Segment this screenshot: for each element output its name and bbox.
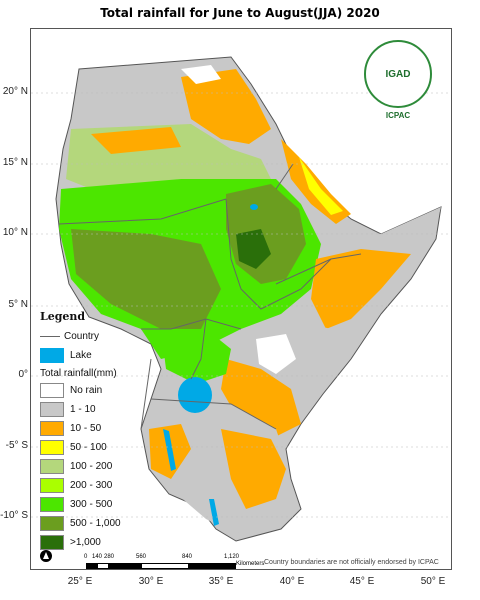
x-label-50e: 50° E bbox=[420, 576, 446, 587]
scale-tick-label: 560 bbox=[136, 554, 147, 560]
legend-item: 1 - 10 bbox=[40, 400, 160, 419]
legend-swatch bbox=[40, 421, 64, 436]
region-dark-green bbox=[71, 229, 221, 329]
legend-item-label: 100 - 200 bbox=[70, 461, 113, 472]
y-label-20n: 20° N bbox=[2, 86, 28, 97]
map-title: Total rainfall for June to August(JJA) 2… bbox=[100, 6, 380, 20]
legend-item: >1,000 bbox=[40, 533, 160, 552]
legend-swatch bbox=[40, 402, 64, 417]
y-label-15n: 15° N bbox=[2, 157, 28, 168]
lake-malawi bbox=[209, 499, 219, 526]
x-label-35e: 35° E bbox=[208, 576, 234, 587]
scale-seg bbox=[141, 563, 189, 569]
lake-tana bbox=[250, 204, 258, 210]
legend-item-label: 200 - 300 bbox=[70, 480, 113, 491]
legend-item-label: 1 - 10 bbox=[70, 404, 96, 415]
rainfall-map bbox=[31, 56, 451, 542]
legend-item-label: >1,000 bbox=[70, 537, 101, 548]
region-uganda-green bbox=[161, 329, 231, 384]
legend-swatch bbox=[40, 497, 64, 512]
legend-item-label: No rain bbox=[70, 385, 103, 396]
legend-item: 10 - 50 bbox=[40, 419, 160, 438]
x-label-30e: 30° E bbox=[138, 576, 164, 587]
legend-item: No rain bbox=[40, 381, 160, 400]
legend-country-label: Country bbox=[64, 331, 100, 342]
logo-caption: ICPAC bbox=[385, 111, 411, 120]
legend-swatch bbox=[40, 478, 64, 493]
legend-item-label: 300 - 500 bbox=[70, 499, 113, 510]
legend-rainfall-title: Total rainfall(mm) bbox=[40, 368, 117, 379]
country-line-symbol bbox=[40, 336, 60, 337]
legend-item: 200 - 300 bbox=[40, 476, 160, 495]
x-label-25e: 25° E bbox=[67, 576, 93, 587]
legend-swatch bbox=[40, 440, 64, 455]
legend-swatch bbox=[40, 459, 64, 474]
legend-swatch bbox=[40, 535, 64, 550]
scale-unit-label: Kilometers bbox=[236, 561, 265, 567]
x-label-40e: 40° E bbox=[279, 576, 305, 587]
scale-seg bbox=[188, 563, 236, 569]
scale-tick-label: 1,120 bbox=[224, 554, 240, 560]
y-label-5n: 5° N bbox=[8, 299, 28, 310]
lake-tanganyika bbox=[163, 429, 176, 471]
lake-victoria bbox=[178, 377, 212, 413]
legend-lake-label: Lake bbox=[70, 350, 92, 361]
region-coast-yellow bbox=[299, 157, 343, 215]
y-label-10n: 10° N bbox=[2, 227, 28, 238]
legend-swatch bbox=[40, 516, 64, 531]
y-label-0: 0° bbox=[18, 369, 28, 380]
legend-item: 500 - 1,000 bbox=[40, 514, 160, 533]
region-north-white bbox=[181, 65, 221, 84]
igad-emblem: IGAD bbox=[364, 40, 432, 108]
y-label-10s: -10° S bbox=[0, 510, 28, 521]
region-ethiopia-core bbox=[236, 229, 271, 269]
scale-tick-label: 280 bbox=[104, 554, 115, 560]
legend-item: 100 - 200 bbox=[40, 457, 160, 476]
scale-tick-label: 140 bbox=[92, 554, 103, 560]
north-arrow-icon bbox=[40, 550, 52, 562]
lake-swatch bbox=[40, 348, 64, 363]
x-label-45e: 45° E bbox=[349, 576, 375, 587]
region-horn-orange bbox=[311, 249, 411, 329]
icpac-logo: IGAD ICPAC bbox=[362, 40, 434, 120]
disclaimer-text: Country boundaries are not officially en… bbox=[264, 559, 439, 566]
legend-item-label: 50 - 100 bbox=[70, 442, 107, 453]
country-borders bbox=[58, 163, 362, 430]
legend-country: Country bbox=[40, 327, 160, 346]
legend: Legend Country Lake Total rainfall(mm) N… bbox=[40, 310, 160, 552]
legend-item: 300 - 500 bbox=[40, 495, 160, 514]
legend-item-label: 10 - 50 bbox=[70, 423, 102, 434]
scale-bar: 0 140 280 560 840 1,120 bbox=[84, 554, 240, 570]
region-sudan-orange bbox=[91, 127, 181, 154]
scale-tick-label: 840 bbox=[182, 554, 193, 560]
legend-rainfall-items: No rain 1 - 10 10 - 50 50 - 100 100 - 200 200… bbox=[40, 381, 160, 552]
legend-title: Legend bbox=[40, 310, 86, 323]
legend-item: 50 - 100 bbox=[40, 438, 160, 457]
legend-item-label: 500 - 1,000 bbox=[70, 518, 121, 529]
y-label-5s: -5° S bbox=[5, 440, 28, 451]
scale-tick-label: 0 bbox=[84, 554, 88, 560]
region-north-orange bbox=[181, 69, 271, 144]
region-kenya-white bbox=[256, 334, 296, 374]
region-tanzania-orange bbox=[221, 429, 286, 509]
legend-swatch bbox=[40, 383, 64, 398]
scale-seg bbox=[108, 563, 142, 569]
map-frame bbox=[30, 28, 452, 570]
legend-lake: Lake bbox=[40, 346, 160, 365]
logo-igad-text: IGAD bbox=[385, 68, 411, 80]
